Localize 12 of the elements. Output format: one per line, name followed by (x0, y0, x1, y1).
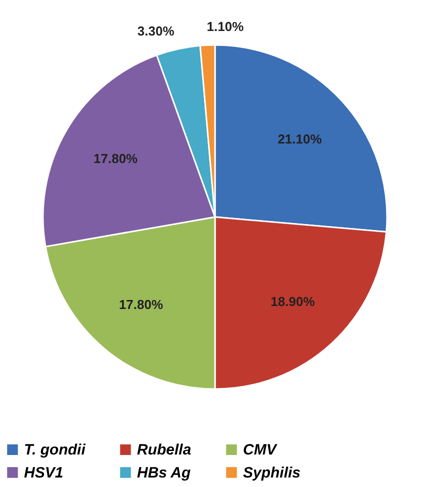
legend-label: HBs Ag (137, 464, 191, 482)
legend-label: CMV (243, 442, 278, 459)
data-label: 17.80% (94, 151, 138, 166)
data-label: 21.10% (278, 131, 322, 146)
legend-label: Rubella (137, 442, 192, 459)
data-label: 1.10% (206, 19, 244, 34)
legend-label: T. gondii (24, 442, 86, 459)
legend-label: HSV1 (24, 464, 64, 482)
data-label: 18.90% (270, 294, 316, 309)
data-label: 17.80% (118, 297, 164, 312)
legend-label: Syphilis (243, 464, 301, 482)
data-label: 3.30% (137, 23, 175, 38)
